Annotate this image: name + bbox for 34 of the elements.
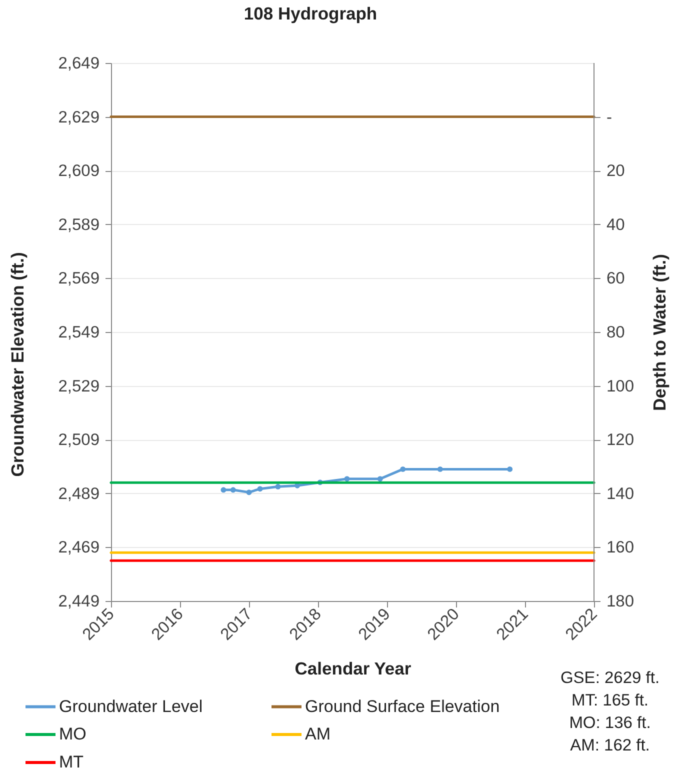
y2-tick-label: 100 <box>606 377 634 396</box>
legend-label: Groundwater Level <box>59 696 203 716</box>
chart-title: 108 Hydrograph <box>244 4 378 24</box>
y-tick-label: 2,529 <box>58 377 100 396</box>
y-tick-label: 2,549 <box>58 324 100 342</box>
y-tick-label: 2,509 <box>58 431 100 450</box>
y-tick-label: 2,469 <box>58 538 100 557</box>
y2-tick-label: 20 <box>606 162 625 180</box>
y-axis-title: Groundwater Elevation (ft.) <box>8 252 28 477</box>
legend-label: MO <box>59 724 86 744</box>
text: AM: 162 ft. <box>570 736 650 754</box>
y-tick-label: 2,649 <box>58 54 100 72</box>
text: MT: 165 ft. <box>571 692 649 710</box>
y-tick-label: 2,449 <box>58 592 100 610</box>
y2-tick-label: 80 <box>606 324 625 342</box>
legend-label: MT <box>59 752 84 772</box>
text: GSE: 2629 ft. <box>560 669 660 687</box>
y2-tick-label: 140 <box>606 484 634 503</box>
y-tick-label: 2,489 <box>58 484 100 503</box>
y2-tick-label: 160 <box>606 538 634 557</box>
y2-tick-label: 120 <box>606 431 634 450</box>
y2-tick-label: 180 <box>606 592 634 610</box>
y-tick-label: 2,569 <box>58 270 100 288</box>
y-tick-label: 2,609 <box>58 162 100 180</box>
legend-label: Ground Surface Elevation <box>305 696 500 716</box>
y2-tick-label: - <box>606 108 612 126</box>
text: MO: 136 ft. <box>569 714 651 732</box>
x-axis-title: Calendar Year <box>294 658 412 678</box>
y-tick-label: 2,629 <box>58 108 100 126</box>
y2-tick-label: 60 <box>606 270 625 288</box>
legend-label: AM <box>305 724 330 744</box>
y-tick-label: 2,589 <box>58 216 100 234</box>
y2-axis-title: Depth to Water (ft.) <box>650 254 670 411</box>
y2-tick-label: 40 <box>606 216 625 234</box>
